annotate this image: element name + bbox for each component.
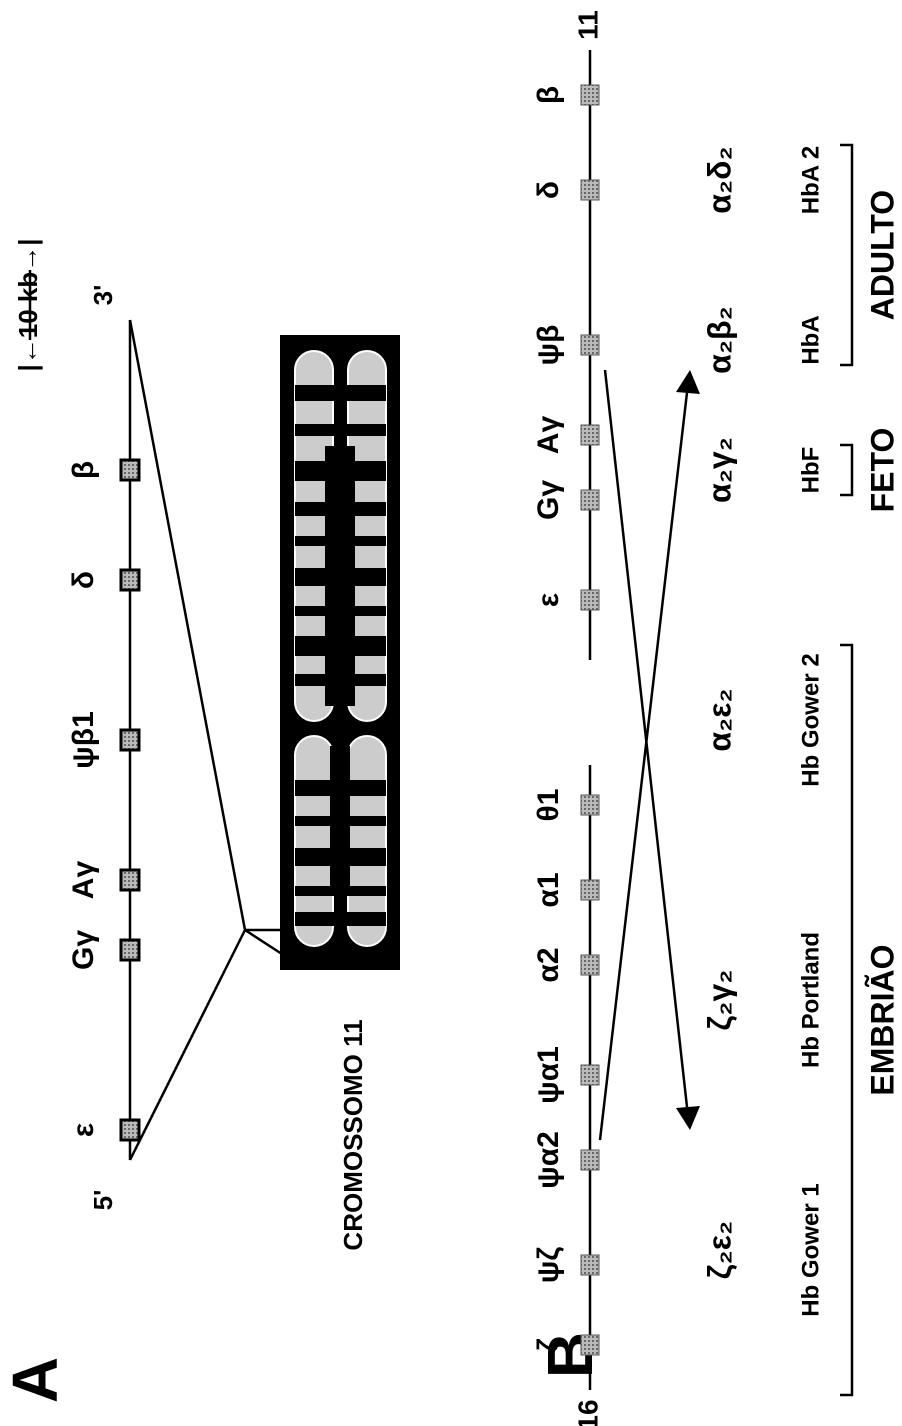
hemoglobin-name: Hb Portland (797, 932, 824, 1068)
gene-label: ψα1 (532, 1046, 565, 1104)
stage-label: FETO (864, 428, 900, 513)
gene-label: θ1 (532, 789, 565, 822)
gene-box (581, 425, 599, 445)
chromosome (280, 335, 400, 970)
gene-label: Aγ (67, 861, 100, 900)
gene-box (581, 590, 599, 610)
scale-label: |←10 kb→| (13, 238, 43, 371)
gene-label: δ (67, 571, 100, 589)
gene-box (581, 1335, 599, 1355)
gene-label: ζ (532, 1338, 565, 1352)
hemoglobin-name: Hb Gower 1 (797, 1183, 824, 1316)
chromosome-label: CROMOSSOMO 11 (338, 1019, 368, 1250)
gene-box (121, 940, 139, 960)
gene-label: β (532, 86, 565, 104)
gene-label: Aγ (532, 416, 565, 455)
arrowhead (676, 370, 700, 394)
gene-box (121, 460, 139, 480)
hemoglobin-chains: α₂ε₂ (701, 688, 737, 751)
chromosome-number: 11 (572, 10, 603, 40)
zoom-lines (130, 320, 245, 1160)
gene-box (581, 335, 599, 355)
end-label: 5' (88, 1190, 118, 1211)
gene-box (581, 795, 599, 815)
gene-label: δ (532, 181, 565, 199)
gene-label: α1 (532, 872, 565, 907)
gene-label: ψζ (532, 1247, 565, 1284)
arrowhead (676, 1106, 700, 1130)
gene-box (121, 870, 139, 890)
stage-bracket (840, 645, 852, 1395)
hemoglobin-chains: ζ₂ε₂ (701, 1221, 737, 1279)
chromosome-number: 16 (572, 1399, 603, 1426)
gene-box (121, 570, 139, 590)
gene-label: ψβ (532, 325, 565, 366)
gene-box (581, 1150, 599, 1170)
gene-label: β (67, 461, 100, 479)
arrow (600, 384, 688, 1140)
stage-bracket (840, 145, 852, 365)
gene-box (581, 1065, 599, 1085)
gene-box (581, 1255, 599, 1275)
gene-label: ε (67, 1123, 100, 1137)
stage-label: EMBRIÃO (864, 944, 900, 1095)
panel-letter: A (0, 1357, 71, 1403)
hemoglobin-name: HbF (797, 447, 824, 494)
gene-box (121, 1120, 139, 1140)
gene-box (121, 730, 139, 750)
gene-box (581, 955, 599, 975)
hemoglobin-chains: α₂γ₂ (701, 437, 737, 503)
gene-box (581, 880, 599, 900)
gene-label: ε (532, 593, 565, 607)
hemoglobin-name: HbA 2 (797, 146, 824, 214)
hemoglobin-chains: α₂δ₂ (701, 146, 737, 214)
gene-box (581, 85, 599, 105)
hemoglobin-chains: α₂β₂ (701, 306, 737, 374)
stage-bracket (840, 445, 852, 495)
gene-label: Gγ (67, 930, 100, 970)
gene-label: ψβ1 (67, 711, 100, 769)
stage-label: ADULTO (864, 190, 900, 320)
gene-label: Gγ (532, 480, 565, 520)
zoom-line (245, 930, 285, 956)
gene-box (581, 490, 599, 510)
gene-label: α2 (532, 947, 565, 982)
end-label: 3' (88, 285, 118, 306)
hemoglobin-name: Hb Gower 2 (797, 653, 824, 786)
hemoglobin-name: HbA (797, 315, 824, 364)
gene-box (581, 180, 599, 200)
hemoglobin-chains: ζ₂γ₂ (701, 970, 737, 1031)
gene-label: ψα2 (532, 1131, 565, 1189)
diagram: AB5'3'|←10 kb→|CROMOSSOMO 11εGγAγψβ1δβ16… (0, 0, 902, 1426)
